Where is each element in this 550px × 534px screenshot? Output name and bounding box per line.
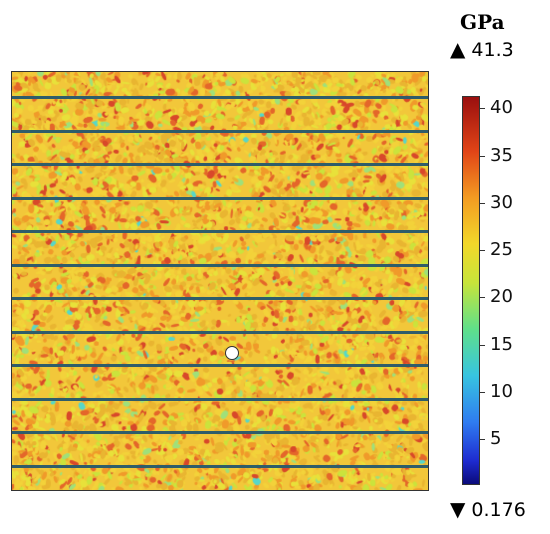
colorbar-tick bbox=[480, 108, 485, 110]
stress-field-plot bbox=[11, 71, 429, 491]
colorbar-tick-label: 20 bbox=[490, 286, 513, 308]
layer-line bbox=[12, 431, 428, 434]
colorbar-tick bbox=[480, 155, 485, 157]
layer-line bbox=[12, 397, 428, 401]
max-value: 41.3 bbox=[471, 39, 514, 61]
layer-line bbox=[12, 96, 428, 99]
layer-line bbox=[12, 230, 428, 233]
down-triangle-icon: ▼ bbox=[450, 497, 466, 521]
colorbar-tick-label: 35 bbox=[490, 144, 513, 166]
layer-line bbox=[12, 297, 428, 300]
colorbar-tick bbox=[480, 439, 485, 441]
min-value-row: ▼ 0.176 bbox=[450, 497, 526, 521]
colorbar-tick bbox=[480, 250, 485, 252]
unit-label: GPa bbox=[460, 10, 505, 34]
colorbar-tick-label: 40 bbox=[490, 97, 513, 119]
colorbar-tick bbox=[480, 344, 485, 346]
max-value-row: ▲ 41.3 bbox=[450, 37, 514, 61]
colorbar-tick bbox=[480, 202, 485, 204]
layer-line bbox=[12, 129, 428, 133]
layer-line bbox=[12, 364, 428, 367]
colorbar-tick-label: 5 bbox=[490, 428, 502, 450]
layer-line bbox=[12, 330, 428, 334]
layer-line bbox=[12, 464, 428, 468]
colorbar-tick bbox=[480, 392, 485, 394]
layer-line bbox=[12, 163, 428, 166]
colorbar-tick-label: 10 bbox=[490, 381, 513, 403]
colorbar-tick-label: 25 bbox=[490, 239, 513, 261]
up-triangle-icon: ▲ bbox=[450, 37, 466, 61]
colorbar-tick-label: 15 bbox=[490, 333, 513, 355]
layer-line bbox=[12, 263, 428, 267]
min-value: 0.176 bbox=[471, 499, 526, 521]
colorbar-tick bbox=[480, 297, 485, 299]
circular-hole-marker bbox=[225, 346, 239, 360]
colorbar-tick-label: 30 bbox=[490, 191, 513, 213]
colorbar bbox=[462, 96, 480, 485]
layer-line bbox=[12, 196, 428, 200]
modulus-heatmap bbox=[12, 72, 428, 490]
